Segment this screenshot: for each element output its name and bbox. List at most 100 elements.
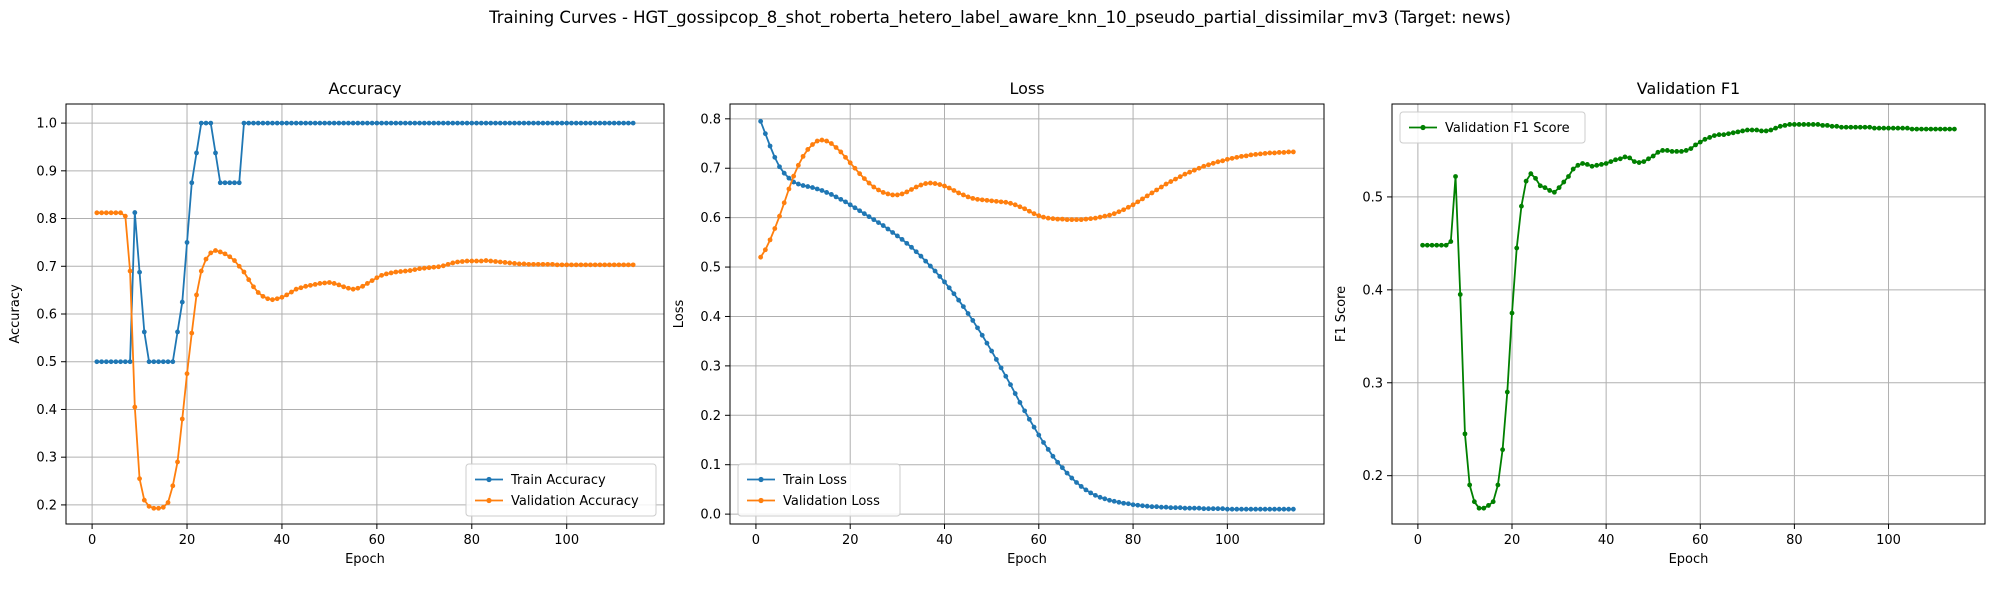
data-point [236,180,242,186]
data-point [194,150,199,156]
data-point [1547,188,1553,193]
data-point [621,262,627,268]
data-point [1017,400,1023,405]
data-point [1149,190,1155,196]
data-point [502,260,508,265]
data-point [526,261,532,267]
data-point [1111,211,1117,217]
data-point [265,120,271,126]
data-point [175,459,180,465]
data-point [317,120,323,126]
x-tick-label: 100 [554,533,579,548]
data-point [1026,416,1032,422]
data-point [1500,447,1505,453]
data-point [360,120,366,126]
data-point [341,120,347,126]
data-point [1815,122,1821,127]
series-train-accuracy [94,120,636,365]
legend-label: Validation Loss [783,494,880,509]
data-point [103,359,109,365]
y-tick-label: 0.6 [36,308,57,323]
data-point [767,143,773,149]
data-point [1796,122,1802,127]
data-point [597,120,603,126]
data-point [786,186,792,192]
data-point [279,294,285,300]
data-point [94,359,100,365]
data-point [578,262,584,268]
data-point [521,261,527,267]
data-point [1144,503,1150,509]
data-point [1022,206,1028,212]
data-point [1923,126,1929,132]
legend: Validation F1 Score [1399,111,1586,144]
data-point [956,190,962,196]
data-point [459,259,465,264]
data-point [876,187,881,193]
data-point [474,258,479,264]
data-point [1711,133,1717,138]
data-point [975,196,980,202]
data-point [1942,126,1948,132]
data-point [583,262,589,268]
data-point [1206,506,1211,512]
data-point [805,147,811,152]
data-point [1012,202,1018,208]
legend-box [1399,111,1586,144]
data-point [847,160,853,166]
y-tick-label: 0.5 [1362,190,1383,205]
y-tick-label: 0.4 [36,403,57,418]
data-point [1102,496,1108,502]
data-point [160,504,166,510]
data-point [1688,146,1694,152]
data-point [1224,506,1230,512]
data-point [1697,139,1703,145]
data-point [141,329,147,335]
data-point [374,275,380,281]
data-point [970,195,976,201]
data-point [899,236,905,242]
y-tick-label: 0.1 [700,458,721,473]
data-point [1952,126,1957,132]
data-point [767,237,773,243]
data-point [122,213,128,219]
data-point [937,274,943,279]
data-point [927,263,933,269]
data-point [1078,484,1084,489]
y-tick-label: 0.8 [700,112,721,127]
data-point [1088,216,1094,222]
y-tick-label: 0.8 [36,212,57,227]
legend-label: Validation Accuracy [511,494,639,509]
data-point [843,199,848,205]
data-point [1457,292,1463,297]
data-point [1608,159,1614,165]
data-point [203,120,209,126]
data-point [1290,506,1296,512]
data-point [758,254,764,260]
data-point [1486,503,1491,508]
data-point [1069,217,1075,223]
data-point [1627,155,1633,161]
data-point [758,118,764,124]
data-point [1253,506,1259,512]
data-point [762,247,768,253]
data-point [885,226,891,232]
data-point [998,199,1004,205]
data-point [488,258,494,264]
y-tick-label: 0.2 [1362,469,1383,484]
data-point [1947,126,1953,132]
data-point [1834,123,1840,129]
data-point [1707,135,1713,140]
data-point [1876,125,1882,131]
data-point [1664,148,1670,153]
data-point [1130,202,1136,208]
data-point [1003,199,1009,205]
data-point [393,120,399,126]
data-point [1462,431,1468,437]
data-point [270,297,275,303]
data-point [819,188,825,193]
data-point [189,180,195,186]
data-point [890,192,896,198]
data-point [781,170,787,176]
